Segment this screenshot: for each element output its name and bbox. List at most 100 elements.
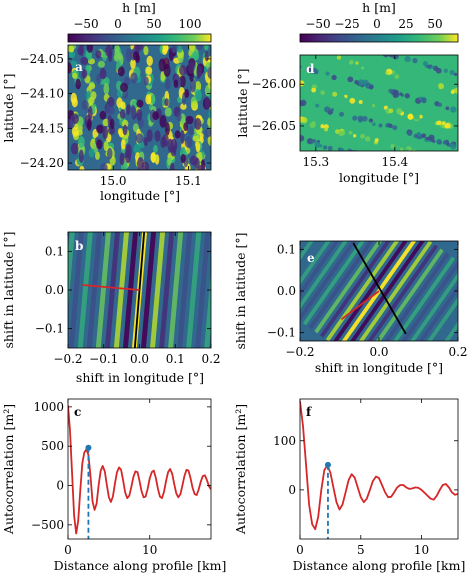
heatmap-cell — [330, 129, 336, 135]
heatmap-cell — [362, 155, 368, 161]
heatmap-cell — [211, 110, 216, 118]
heatmap-cell — [416, 131, 422, 137]
heatmap-cell — [204, 50, 209, 62]
heatmap-cell — [165, 122, 170, 136]
heatmap-stripe — [300, 241, 357, 322]
heatmap-cell — [285, 44, 290, 49]
heatmap-cell — [300, 99, 307, 107]
heatmap-stripe — [159, 232, 175, 348]
heatmap-cell — [324, 106, 331, 113]
heatmap-cell — [352, 115, 358, 121]
heatmap-cell — [382, 197, 387, 202]
tick-label: −0.1 — [267, 326, 296, 340]
heatmap-stripe — [68, 232, 84, 348]
heatmap-cell — [388, 199, 394, 205]
heatmap-cell — [87, 105, 93, 120]
heatmap-cell — [428, 134, 435, 141]
ylabel-c: Autocorrelation [m²] — [1, 404, 16, 535]
heatmap-cell — [188, 45, 195, 51]
line-chart-f — [300, 401, 458, 539]
heatmap-cell — [392, 125, 398, 131]
heatmap-cell — [463, 202, 468, 207]
heatmap-cell — [183, 122, 189, 132]
heatmap-stripe — [300, 241, 340, 298]
heatmap-stripe — [384, 252, 450, 341]
heatmap-cell — [305, 66, 312, 73]
heatmap-cell — [341, 185, 345, 189]
heatmap-cell — [432, 155, 437, 160]
panel-letter-a: a — [75, 60, 83, 74]
heatmap-cell — [324, 127, 329, 132]
heatmap-cell — [456, 218, 462, 224]
heatmap-cell — [167, 138, 173, 153]
heatmap-cell — [418, 114, 423, 119]
heatmap-cell — [95, 151, 100, 160]
heatmap-cell — [214, 152, 219, 160]
heatmap-cell — [122, 89, 129, 99]
colorbar-tick: −25 — [334, 17, 359, 31]
heatmap-cell — [412, 57, 418, 64]
heatmap-cell — [374, 138, 379, 142]
heatmap-cell — [320, 86, 324, 91]
heatmap-cell — [436, 175, 441, 180]
tick-label: 0 — [288, 483, 296, 497]
tick-label: −0.1 — [89, 352, 118, 366]
xlabel-e: shift in longitude [°] — [315, 360, 443, 375]
heatmap-cell — [302, 45, 308, 51]
heatmap-stripe — [168, 232, 184, 348]
heatmap-cell — [103, 141, 109, 152]
heatmap-cell — [78, 149, 84, 163]
heatmap-cell — [413, 204, 417, 208]
heatmap-cell — [330, 107, 334, 112]
heatmap-cell — [179, 75, 186, 88]
heatmap-cell — [450, 106, 457, 113]
heatmap-cell — [204, 96, 210, 110]
ylabel-a: latitude [°] — [1, 74, 16, 143]
heatmap-cell — [425, 136, 430, 141]
heatmap-cell — [414, 204, 418, 208]
heatmap-cell — [299, 48, 303, 52]
heatmap-cell — [314, 141, 321, 148]
heatmap-cell — [315, 103, 320, 108]
heatmap-cell — [122, 124, 128, 136]
tick-label: 15.4 — [381, 155, 408, 169]
heatmap-cell — [372, 122, 376, 127]
heatmap-cell — [162, 47, 168, 55]
heatmap-cell — [79, 165, 85, 170]
heatmap-stripe — [186, 232, 202, 348]
heatmap-cell — [425, 207, 431, 213]
heatmap-cell — [399, 92, 403, 96]
tick-label: 0.1 — [166, 352, 185, 366]
tick-label: −26.05 — [252, 119, 296, 133]
heatmap-cell — [120, 82, 128, 92]
heatmap-cell — [208, 109, 211, 119]
heatmap-cell — [107, 147, 113, 160]
heatmap-cell — [279, 133, 283, 137]
heatmap-cell — [296, 171, 301, 176]
heatmap-stripe — [300, 241, 331, 286]
heatmap-cell — [159, 114, 167, 128]
heatmap-cell — [339, 111, 345, 117]
heatmap-cell — [422, 153, 425, 156]
heatmap-cell — [291, 136, 297, 142]
heatmap-cell — [125, 48, 133, 63]
tick-label: 15.0 — [100, 174, 127, 188]
heatmap-cell — [195, 45, 204, 51]
heatmap-cell — [357, 79, 365, 86]
heatmap-cell — [179, 64, 187, 76]
heatmap-cell — [72, 72, 78, 79]
heatmap-cell — [416, 152, 422, 158]
ylabel-d: latitude [°] — [235, 69, 250, 138]
colorbar-tick: −50 — [73, 17, 98, 31]
heatmap-cell — [399, 147, 404, 151]
heatmap-cell — [124, 149, 131, 164]
heatmap-cell — [68, 45, 75, 53]
heatmap-cell — [394, 145, 401, 151]
heatmap-cell — [145, 94, 152, 105]
heatmap-cell — [358, 118, 363, 123]
heatmap-cell — [167, 156, 172, 166]
heatmap-cell — [355, 61, 359, 65]
heatmap-cell — [462, 218, 467, 223]
heatmap-cell — [368, 191, 372, 195]
heatmap-cell — [116, 97, 123, 108]
